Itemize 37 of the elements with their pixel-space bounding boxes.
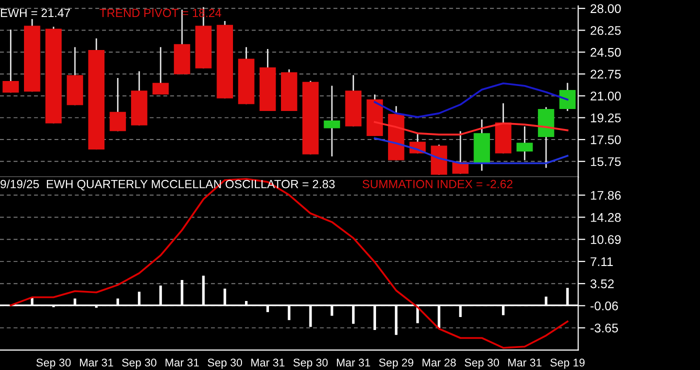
x-tick-label: Sep 19 xyxy=(550,358,585,369)
x-tick-label: Mar 28 xyxy=(422,358,456,367)
y-tick-label: 22.75 xyxy=(590,70,621,79)
y-tick-label: -0.06 xyxy=(590,301,618,310)
y-tick-label: -3.65 xyxy=(590,324,618,332)
candlestick xyxy=(516,126,533,161)
chart-title: EWH = 21.47 xyxy=(0,8,70,18)
y-tick-label: 14.28 xyxy=(590,213,621,222)
y-tick-label: 19.25 xyxy=(590,113,621,122)
x-tick-label: Sep 30 xyxy=(208,358,242,369)
x-tick-label: Sep 29 xyxy=(379,358,414,369)
y-tick-label: 26.25 xyxy=(590,26,621,35)
x-tick-label: Mar 31 xyxy=(508,358,542,367)
candlestick xyxy=(2,28,19,94)
x-tick-label: Sep 30 xyxy=(36,358,71,369)
y-tick-label: 24.50 xyxy=(590,48,621,57)
x-tick-label: Sep 30 xyxy=(464,358,500,369)
y-tick-label: 7.11 xyxy=(590,257,613,266)
candlestick xyxy=(452,130,469,174)
candlestick xyxy=(559,82,576,112)
y-tick-label: 3.52 xyxy=(590,279,614,288)
candlestick xyxy=(110,77,126,132)
x-tick-label: Mar 31 xyxy=(166,358,199,367)
y-tick-label: 15.75 xyxy=(590,157,621,166)
x-tick-label: Mar 31 xyxy=(80,358,114,367)
x-tick-label: Sep 30 xyxy=(122,358,156,369)
y-tick-label: 17.50 xyxy=(590,135,621,144)
candlestick xyxy=(152,46,169,96)
y-tick-label: 10.69 xyxy=(590,235,621,244)
y-tick-label: 28.00 xyxy=(590,4,621,14)
x-tick-label: Mar 31 xyxy=(251,358,284,367)
x-tick-label: Sep 30 xyxy=(293,358,328,369)
y-tick-label: 21.00 xyxy=(590,92,621,100)
y-tick-label: 17.86 xyxy=(590,190,621,200)
x-tick-label: Mar 31 xyxy=(336,358,370,367)
candlestick xyxy=(324,85,340,158)
chart-subtitle: SUMMATION INDEX = -2.62 xyxy=(362,180,512,188)
